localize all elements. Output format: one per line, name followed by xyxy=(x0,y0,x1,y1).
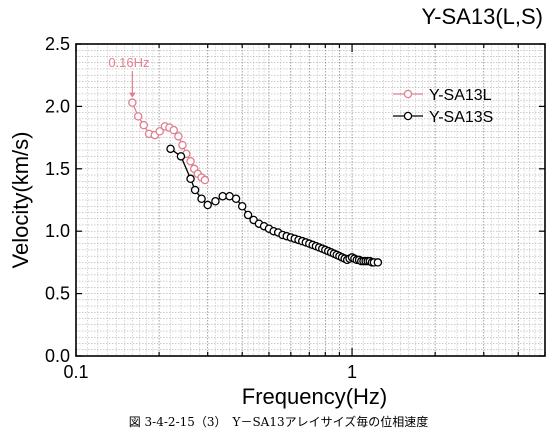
data-point xyxy=(204,201,211,208)
chart-title: Y-SA13(L,S) xyxy=(422,4,543,30)
x-tick-label: 1 xyxy=(347,362,357,382)
y-tick-label: 0.5 xyxy=(45,284,70,304)
data-point xyxy=(219,193,226,200)
data-point xyxy=(191,186,198,193)
legend-marker xyxy=(404,90,411,97)
data-point xyxy=(135,113,142,120)
data-point xyxy=(187,175,194,182)
data-point xyxy=(129,99,136,106)
data-point xyxy=(175,133,182,140)
y-tick-label: 1.5 xyxy=(45,159,70,179)
data-point xyxy=(232,195,239,202)
x-tick-label: 0.1 xyxy=(63,362,88,382)
y-tick-label: 2.0 xyxy=(45,96,70,116)
data-point xyxy=(239,203,246,210)
data-point xyxy=(177,153,184,160)
legend-label: Y-SA13L xyxy=(429,87,492,104)
x-axis-label: Frequency(Hz) xyxy=(242,384,387,409)
data-point xyxy=(187,158,194,165)
data-point xyxy=(179,141,186,148)
y-axis-label: Velocity(km/s) xyxy=(8,132,33,269)
data-point xyxy=(167,145,174,152)
y-tick-label: 1.0 xyxy=(45,221,70,241)
data-point xyxy=(198,195,205,202)
legend-label: Y-SA13S xyxy=(429,109,493,126)
data-point xyxy=(201,176,208,183)
data-point xyxy=(374,259,381,266)
data-point xyxy=(140,122,147,129)
annotation-label: 0.16Hz xyxy=(108,55,149,70)
y-tick-label: 2.5 xyxy=(45,34,70,54)
legend-marker xyxy=(404,112,411,119)
data-point xyxy=(212,198,219,205)
figure-caption: 図 3-4-2-15（3） Y－SA13アレイサイズ毎の位相速度 xyxy=(0,413,557,430)
data-point xyxy=(170,127,177,134)
